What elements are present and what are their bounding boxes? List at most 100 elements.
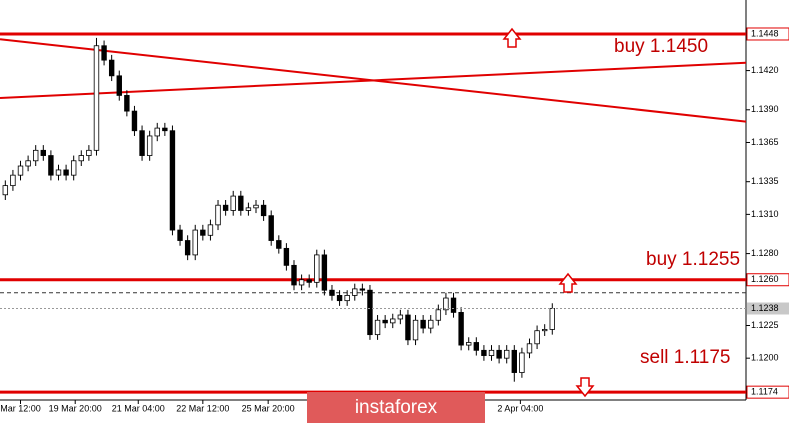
candle-body [276,240,282,249]
level-label-box [746,273,789,287]
candle-body [549,308,555,330]
annotation: buy 1.1450 [614,36,708,57]
candle-body [48,155,54,176]
candle-body [169,130,176,231]
candle-body [321,254,328,291]
candle-body [63,169,69,176]
candle-body [55,169,62,176]
y-tick-label: 1.1365 [751,137,779,147]
candle-body [526,343,533,354]
candle-body [40,149,47,156]
candle-body [283,247,290,266]
candle-body [253,204,259,209]
candle-body [458,312,464,346]
candle-body [146,135,153,156]
up-arrow [502,27,522,48]
candle-body [352,288,358,296]
candle-body [534,330,540,345]
candle-body [192,229,198,256]
y-tick-label: 1.1310 [751,209,779,219]
candle-body [116,75,122,96]
candle-body [504,349,510,359]
x-tick-label: 25 Mar 20:00 [242,403,295,413]
candle-body [435,309,442,321]
candle-body [17,165,24,176]
candle-body [207,224,214,236]
candle-body [496,349,502,359]
candle-body [466,342,472,346]
x-tick-label: Mar 12:00 [0,403,41,413]
level-label-box [746,385,789,399]
x-tick-label: 22 Mar 12:00 [176,403,229,413]
candle-body [420,319,426,329]
down-arrow [575,377,595,398]
current-price-label: 1.1238 [751,303,779,313]
annotation: sell 1.1175 [640,347,731,368]
candle-body [374,319,381,336]
x-tick-label: 19 Mar 20:00 [49,403,102,413]
candle-body [291,264,297,286]
candle-body [390,318,396,324]
level-label: 1.1174 [751,387,778,397]
candle-body [108,59,115,77]
level-label-box [746,27,789,41]
candle-body [382,319,388,324]
annotation: buy 1.1255 [646,249,740,270]
y-tick-label: 1.1200 [751,353,779,363]
candle-body [177,229,183,241]
candle-body [306,279,312,283]
candle-body [131,110,138,132]
candle-body [25,160,31,167]
candle-body [86,149,92,156]
x-tick-label: 21 Mar 04:00 [112,403,165,413]
candle-body [222,204,229,211]
candle-body [405,314,411,341]
candle-body [162,127,168,132]
y-tick-label: 1.1225 [751,320,779,330]
level-label: 1.1448 [751,28,779,38]
candle-body [329,289,335,296]
candle-body [238,195,244,211]
candle-body [344,295,350,302]
candle-body [412,319,419,341]
level-label: 1.1260 [751,274,779,284]
candle-body [70,160,77,176]
watermark-box [307,392,485,423]
candle-body [367,289,373,336]
y-tick-label: 1.1420 [751,65,779,75]
candle-body [124,95,130,112]
candle-body [488,349,495,356]
candle-body [33,149,39,162]
x-tick-label: 2 Apr 04:00 [497,403,543,413]
candle-body [200,229,206,236]
candle-body [450,297,457,313]
candle-body [260,204,267,217]
candle-body [268,215,274,241]
candle-body [139,130,145,156]
candle-body [10,174,16,187]
candle-body [230,195,236,211]
candle-body [2,185,9,196]
candle-body [359,288,366,291]
candle-body [473,342,480,351]
trend-line [0,61,747,100]
candle-body [314,254,320,283]
candle-body [154,127,160,137]
candle-body [397,314,404,320]
y-tick-label: 1.1280 [751,248,779,258]
candle-body [215,204,221,226]
candle-body [298,279,305,286]
candle-body [443,297,449,311]
y-tick-label: 1.1335 [751,176,779,186]
watermark: instaforex [355,397,438,418]
candle-body [481,349,487,356]
candle-body [184,240,191,256]
current-price-box [747,302,789,315]
candle-body [101,45,107,61]
candle-body [428,319,434,329]
up-arrow [558,272,578,293]
candle-body [541,329,548,332]
candle-body [78,155,84,162]
